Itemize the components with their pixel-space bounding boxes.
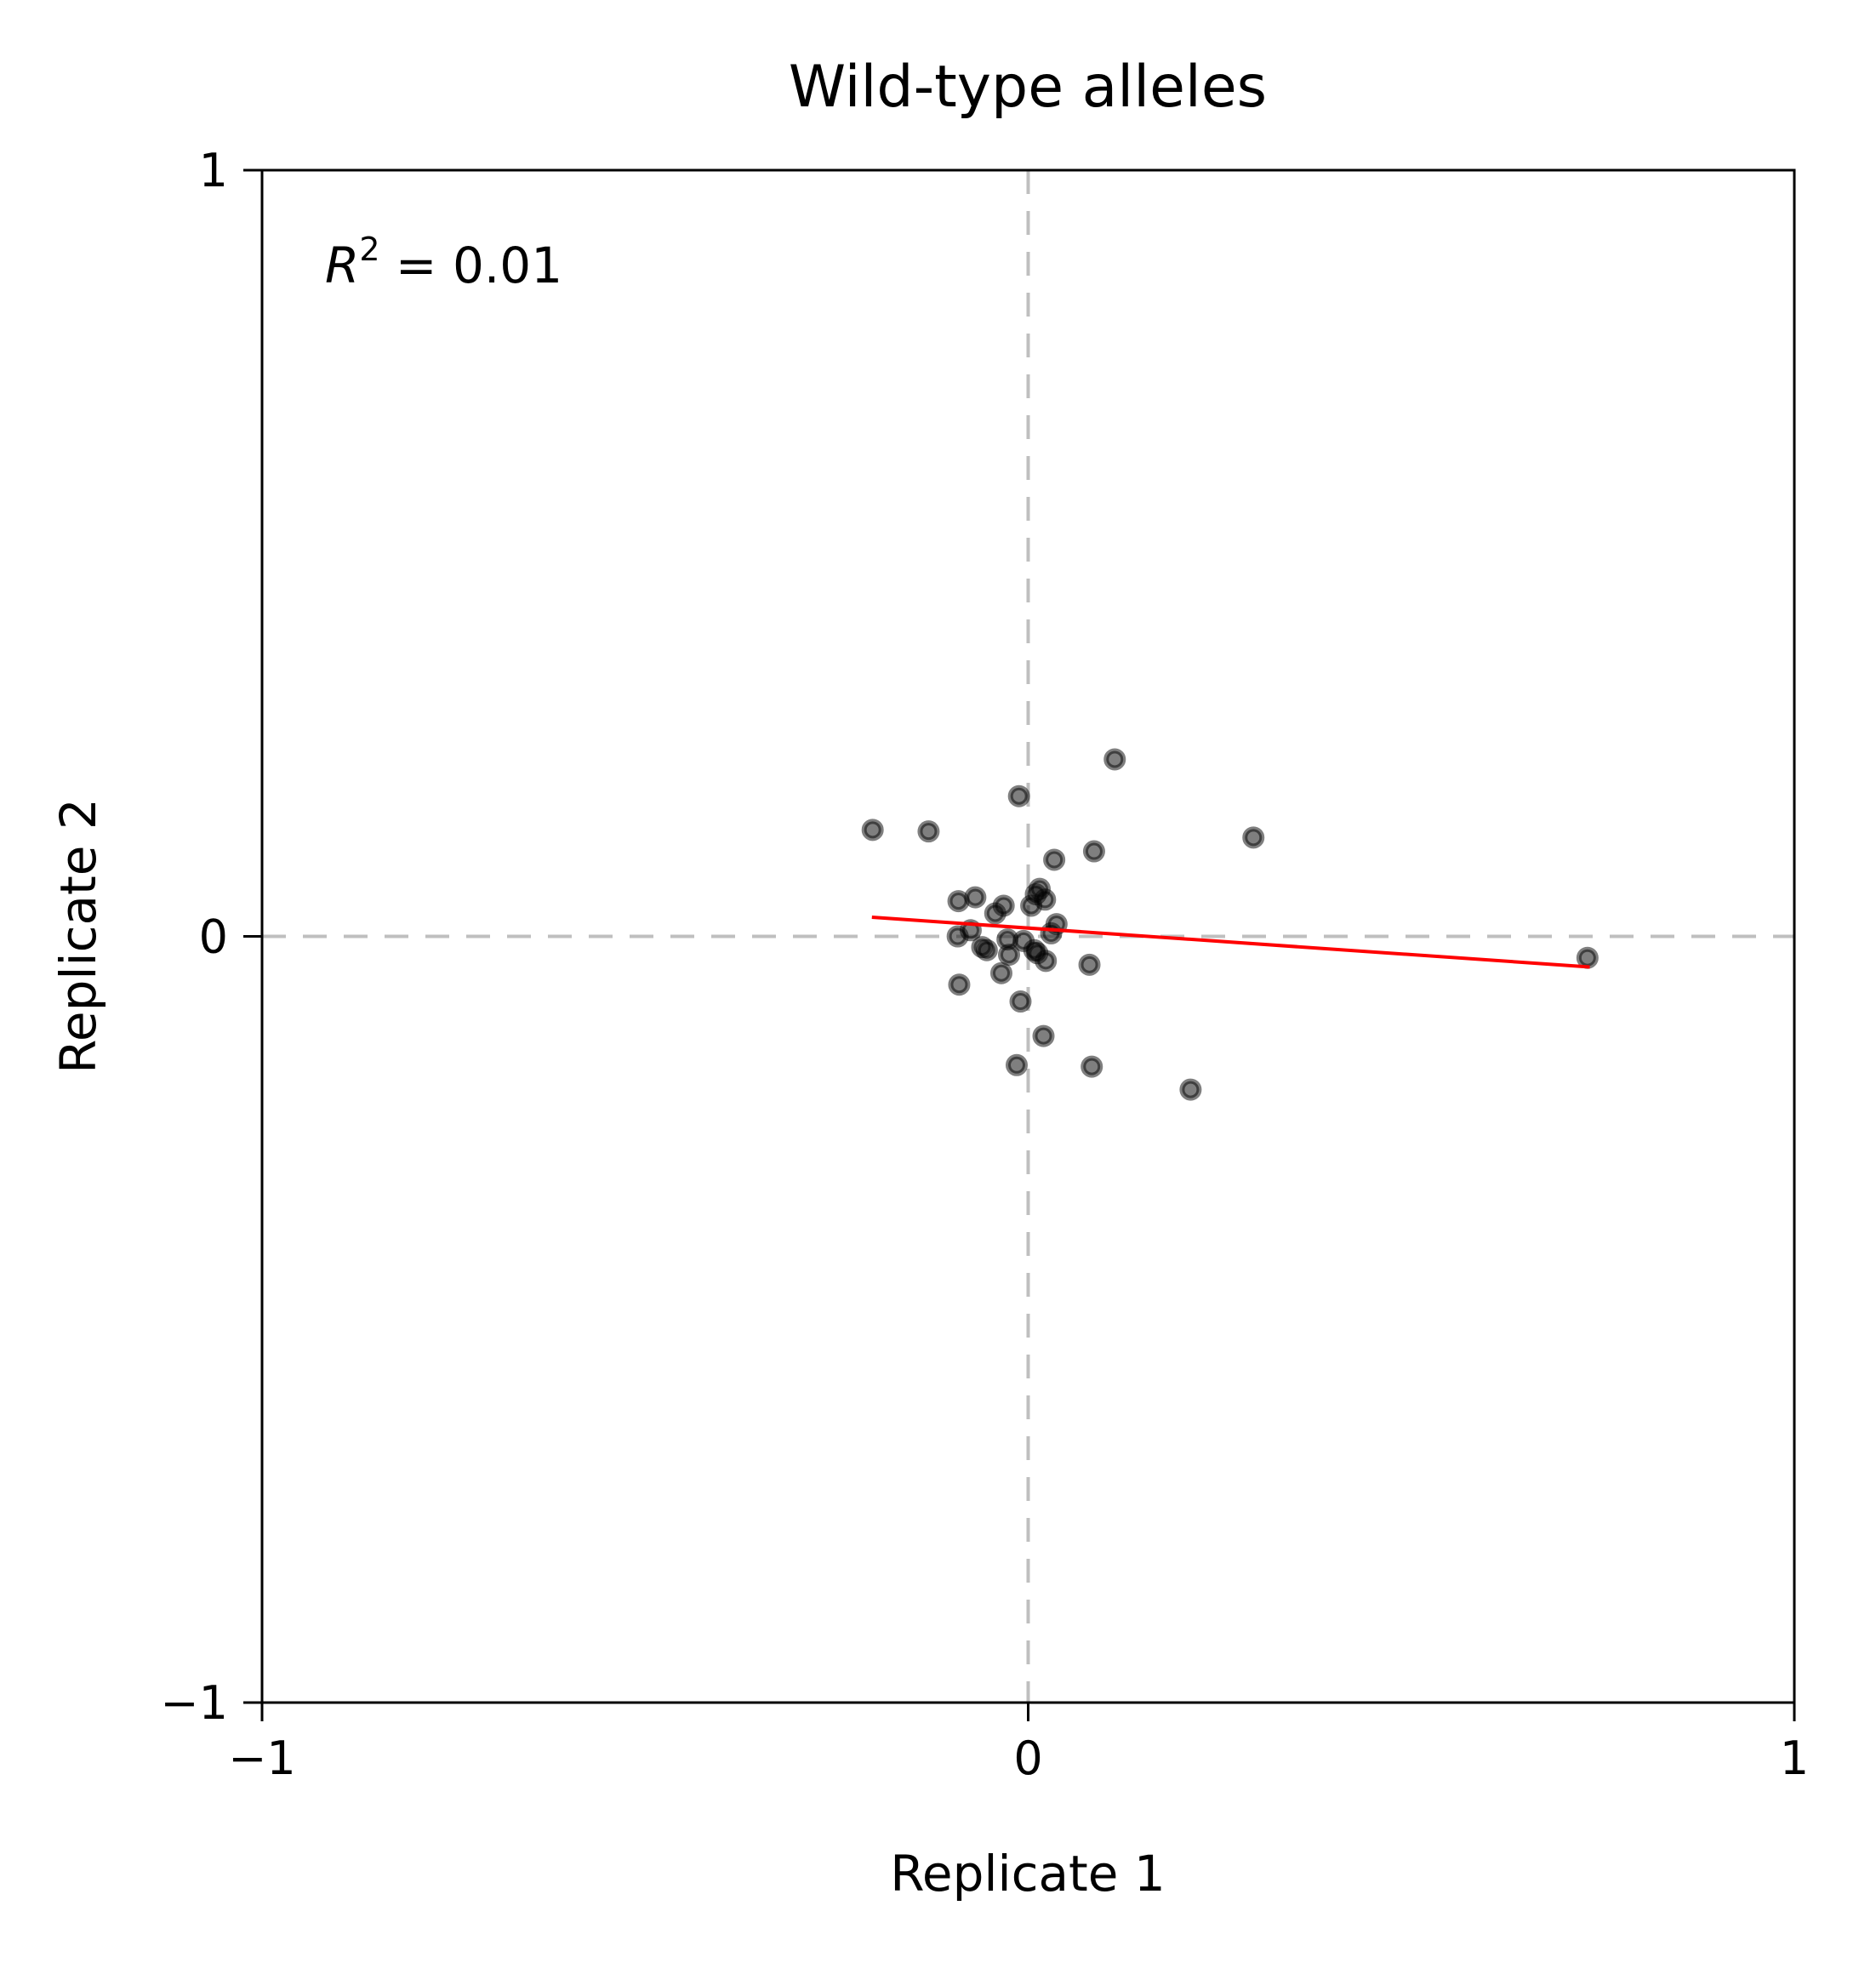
x-tick-label: −1 [228, 1732, 296, 1785]
data-point [1081, 1055, 1103, 1078]
data-point [1576, 946, 1599, 969]
data-point [1043, 848, 1066, 871]
data-point [1242, 826, 1265, 849]
r-squared-value: = 0.01 [380, 237, 563, 294]
data-point [1078, 953, 1101, 976]
x-axis-label: Replicate 1 [890, 1845, 1166, 1903]
data-point [1082, 840, 1105, 863]
y-axis-label: Replicate 2 [49, 798, 107, 1074]
y-tick-label: −1 [160, 1676, 228, 1730]
data-point [947, 890, 970, 913]
data-point [964, 886, 987, 909]
data-point [1024, 882, 1047, 905]
data-point [984, 902, 1006, 925]
data-point [975, 939, 998, 961]
regression-line [871, 915, 1590, 969]
chart-title: Wild-type alleles [789, 54, 1267, 121]
scatter-points [861, 748, 1599, 1101]
y-axis-ticks: −1 0 1 [160, 144, 262, 1730]
data-point [1179, 1078, 1202, 1101]
x-axis-ticks: −1 0 1 [228, 1703, 1809, 1785]
data-point [1007, 784, 1030, 807]
x-tick-label: 0 [1013, 1732, 1042, 1785]
r-squared-symbol: R [325, 237, 359, 294]
data-point [917, 820, 940, 843]
data-point [1005, 1053, 1028, 1076]
data-point [1032, 1024, 1055, 1047]
x-tick-label: 1 [1780, 1732, 1809, 1785]
r-squared-exponent: 2 [359, 231, 379, 268]
y-tick-label: 0 [199, 910, 228, 964]
r-squared-annotation: R2 = 0.01 [325, 231, 562, 294]
data-point [997, 944, 1020, 967]
data-point [1103, 748, 1126, 771]
data-point [861, 819, 884, 842]
data-point [989, 961, 1012, 984]
data-point [1009, 990, 1032, 1013]
y-tick-label: 1 [199, 144, 228, 197]
reference-lines [262, 170, 1794, 1703]
regression-line-group [871, 915, 1590, 969]
data-point [1035, 950, 1058, 973]
data-point [948, 973, 971, 996]
